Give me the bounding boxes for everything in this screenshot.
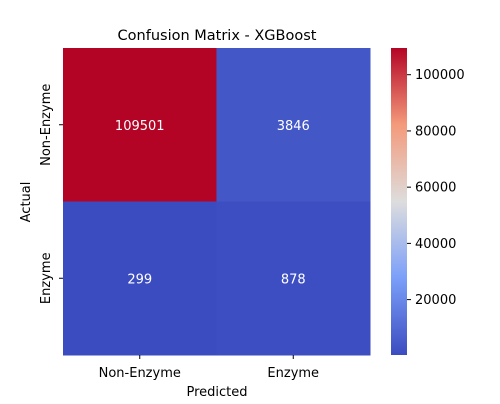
cell-value-label: 3846: [277, 119, 310, 134]
colorbar-tick-label: 60000: [415, 181, 456, 196]
y-axis-ticks: Non-Enzyme Enzyme: [39, 84, 63, 304]
cell-value-label: 878: [281, 272, 306, 287]
y-axis-label: Actual: [19, 182, 34, 223]
chart-title: Confusion Matrix - XGBoost: [118, 28, 317, 44]
colorbar-tick-label: 100000: [415, 68, 465, 83]
colorbar-tick-label: 20000: [415, 293, 456, 308]
colorbar-tick-label: 80000: [415, 124, 456, 139]
colorbar-ticks: 20000 40000 60000 80000 100000: [407, 68, 465, 308]
x-axis-ticks: Non-Enzyme Enzyme: [99, 355, 319, 381]
heatmap-cell-labels: 109501 3846 299 878: [115, 119, 310, 288]
heatmap-cell: [216, 201, 371, 356]
heatmap-cell: [63, 201, 217, 356]
y-tick-label: Enzyme: [39, 252, 54, 304]
x-tick-label: Non-Enzyme: [99, 366, 181, 381]
cell-value-label: 109501: [115, 119, 165, 134]
heatmap-cells: [63, 48, 371, 356]
x-tick-label: Enzyme: [267, 366, 319, 381]
colorbar: [391, 48, 407, 355]
x-axis-label: Predicted: [186, 385, 247, 400]
y-tick-label: Non-Enzyme: [39, 84, 54, 166]
colorbar-tick-label: 40000: [415, 237, 456, 252]
heatmap-cell: [63, 48, 217, 202]
heatmap-cell: [216, 48, 371, 202]
cell-value-label: 299: [127, 272, 152, 287]
